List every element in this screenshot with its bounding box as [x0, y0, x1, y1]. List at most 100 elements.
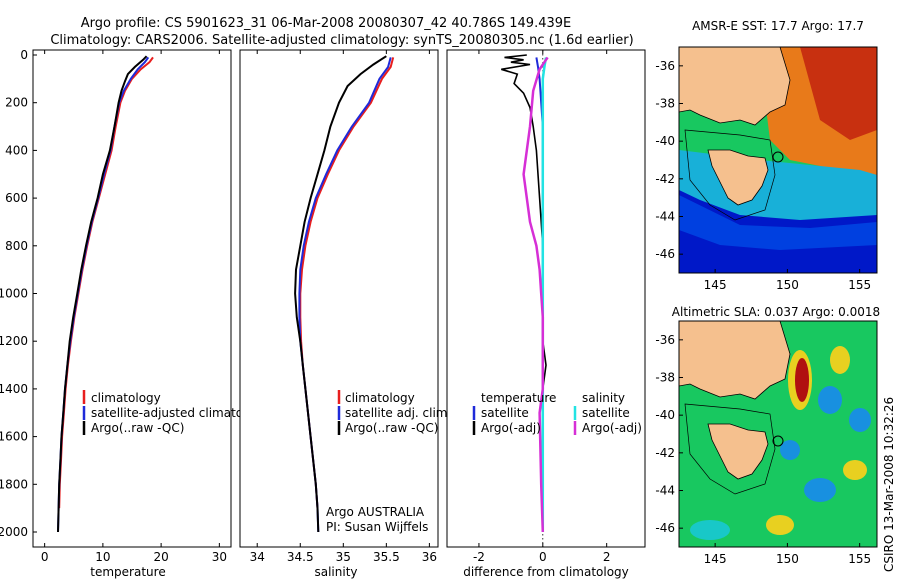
- y-tick-label: 800: [5, 239, 28, 253]
- x-tick-label: 36: [422, 550, 437, 564]
- temperature-xlabel: temperature: [90, 565, 165, 579]
- map-y-tick-label: -44: [655, 484, 675, 498]
- x-tick-label: 34: [250, 550, 265, 564]
- difference-panel: -2 0 2 difference from climatology tempera…: [446, 49, 646, 579]
- series-line-argo-raw-qc-: [57, 55, 148, 533]
- y-tick-label: 200: [5, 96, 28, 110]
- x-tick-label: 35.5: [373, 550, 400, 564]
- sst-map-image: [679, 47, 877, 273]
- map-x-tick-label: 145: [704, 278, 727, 292]
- sla-anomaly-2: [843, 460, 867, 480]
- sla-map-axes: 145 150 155 -36 -38 -40 -42 -44 -46: [655, 333, 871, 566]
- salinity-xlabel: salinity: [314, 565, 357, 579]
- temperature-panel: 0 200 400 600 800 1000 1200 1400 1600 1800 2000 0 1…: [0, 48, 269, 579]
- legend-sal-satellite-label: satellite: [582, 406, 630, 420]
- sla-low-anomaly-1: [818, 386, 842, 414]
- sst-map-panel: AMSR-E SST: 17.7 Argo: 17.7 145 150 155 -36…: [655, 19, 878, 292]
- sla-high-anomaly-core: [795, 358, 809, 402]
- sst-mainland: [679, 47, 791, 126]
- sla-bathymetry-contour: [684, 403, 776, 495]
- x-tick-label: 0: [539, 550, 547, 564]
- sla-tasmania: [707, 423, 769, 480]
- depth-axis: 0 200 400 600 800 1000 1200 1400 1600 1800 2000: [0, 48, 37, 539]
- sst-map-frame: [678, 46, 878, 274]
- difference-plot-frame: [446, 49, 646, 548]
- pi-annotation: PI: Susan Wijffels: [326, 520, 428, 534]
- temperature-legend: climatology satellite-adjusted climatolo…: [82, 390, 269, 435]
- legend-satellite-label: satellite-adjusted climatology: [91, 406, 269, 420]
- y-tick-label: 400: [5, 143, 28, 157]
- salinity-x-axis: 34 34.5 35 35.5 36: [250, 50, 437, 564]
- map-x-tick-label: 155: [848, 278, 871, 292]
- sla-low-anomaly-3: [804, 478, 836, 502]
- salinity-panel: 34 34.5 35 35.5 36 salinity climatology sate…: [239, 49, 451, 579]
- legend-temp-argo-label: Argo(-adj): [481, 421, 541, 435]
- map-y-tick-label: -38: [655, 371, 675, 385]
- temperature-plot-frame: [32, 49, 232, 548]
- map-y-tick-label: -46: [655, 247, 675, 261]
- y-tick-label: 1400: [0, 382, 28, 396]
- map-y-tick-label: -36: [655, 59, 675, 73]
- sla-anomaly-4: [766, 515, 794, 535]
- map-y-tick-label: -40: [655, 408, 675, 422]
- difference-legend-salinity: salinity satellite Argo(-adj): [573, 391, 642, 435]
- map-x-tick-label: 150: [776, 278, 799, 292]
- sla-anomaly-3: [690, 520, 730, 540]
- sst-map-title: AMSR-E SST: 17.7 Argo: 17.7: [692, 19, 864, 33]
- legend-argo-label: Argo(..raw -QC): [345, 421, 438, 435]
- salinity-legend: climatology satellite adj. clim. Argo(..…: [337, 390, 451, 435]
- sla-mainland: [679, 321, 791, 400]
- sst-blue-band: [679, 195, 877, 250]
- y-tick-label: 1000: [0, 287, 28, 301]
- sla-low-anomaly-4: [780, 440, 800, 460]
- legend-climatology-label: climatology: [91, 391, 161, 405]
- y-tick-label: 600: [5, 191, 28, 205]
- map-y-tick-label: -38: [655, 97, 675, 111]
- legend-salinity-heading: salinity: [582, 391, 625, 405]
- sla-map-title: Altimetric SLA: 0.037 Argo: 0.0018: [672, 305, 880, 319]
- y-tick-label: 1600: [0, 430, 28, 444]
- x-tick-label: 30: [212, 550, 227, 564]
- x-tick-label: 2: [603, 550, 611, 564]
- temperature-x-axis: 0 10 20 30: [41, 50, 227, 564]
- figure-title-line1: Argo profile: CS 5901623_31 06-Mar-2008 …: [81, 16, 571, 31]
- sla-map-panel: Altimetric SLA: 0.037 Argo: 0.0018 145 15…: [655, 305, 880, 566]
- salinity-plot-frame: [239, 49, 439, 548]
- legend-temperature-heading: temperature: [481, 391, 556, 405]
- sst-map-axes: 145 150 155 -36 -38 -40 -42 -44 -46: [655, 59, 871, 292]
- map-x-tick-label: 150: [776, 552, 799, 566]
- map-y-tick-label: -36: [655, 333, 675, 347]
- x-tick-label: 35: [336, 550, 351, 564]
- series-line-salinity-argo-adj-: [522, 56, 549, 533]
- legend-temp-satellite-label: satellite: [481, 406, 529, 420]
- legend-sal-argo-label: Argo(-adj): [582, 421, 642, 435]
- difference-series: [501, 54, 549, 533]
- x-tick-label: 0: [41, 550, 49, 564]
- map-x-tick-label: 155: [848, 552, 871, 566]
- temperature-series: [57, 55, 154, 533]
- sst-tasmania: [707, 149, 769, 206]
- legend-climatology-label: climatology: [345, 391, 415, 405]
- sla-anomaly-1: [830, 346, 850, 374]
- salinity-series: [294, 55, 395, 533]
- difference-legend-temperature: temperature satellite Argo(-adj): [472, 391, 556, 435]
- map-x-tick-label: 145: [704, 552, 727, 566]
- sla-low-anomaly-2: [849, 408, 871, 432]
- x-tick-label: 34.5: [287, 550, 314, 564]
- difference-xlabel: difference from climatology: [463, 565, 629, 579]
- argo-australia-annotation: Argo AUSTRALIA: [326, 505, 425, 519]
- map-y-tick-label: -40: [655, 134, 675, 148]
- legend-argo-label: Argo(..raw -QC): [91, 421, 184, 435]
- figure-title-line2: Climatology: CARS2006. Satellite-adjuste…: [50, 33, 633, 48]
- legend-satellite-label: satellite adj. clim.: [345, 406, 451, 420]
- sla-map-frame: [678, 320, 878, 548]
- sst-argo-location-marker: [772, 151, 784, 163]
- y-tick-label: 0: [20, 48, 28, 62]
- sla-argo-location-marker: [772, 435, 784, 447]
- y-tick-label: 1800: [0, 477, 28, 491]
- map-y-tick-label: -44: [655, 210, 675, 224]
- x-tick-label: -2: [473, 550, 485, 564]
- map-y-tick-label: -42: [655, 446, 675, 460]
- csiro-timestamp: CSIRO 13-Mar-2008 10:32:26: [882, 397, 896, 572]
